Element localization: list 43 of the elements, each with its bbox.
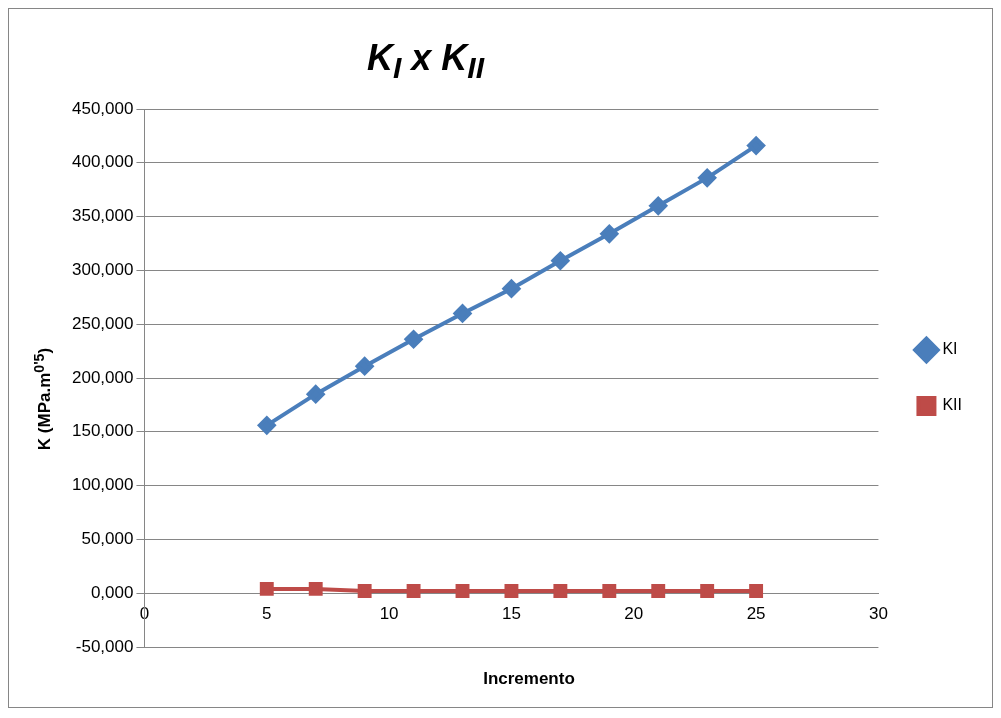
point bbox=[747, 136, 766, 155]
point bbox=[455, 584, 470, 598]
point bbox=[306, 385, 325, 404]
point bbox=[551, 251, 570, 270]
x-tick-label: 15 bbox=[501, 604, 521, 624]
point bbox=[504, 584, 519, 598]
point bbox=[453, 304, 472, 323]
point bbox=[651, 584, 666, 598]
point bbox=[308, 581, 323, 596]
y-tick-label: 300,000 bbox=[72, 260, 134, 280]
chart-title: K$_{I}$ x K$_{II}$ bbox=[365, 37, 486, 86]
point bbox=[404, 330, 423, 349]
point bbox=[257, 416, 276, 435]
y-tick-label: 0,000 bbox=[90, 582, 134, 602]
x-axis-title: Incremento bbox=[482, 669, 576, 689]
point bbox=[649, 196, 668, 215]
point bbox=[749, 584, 764, 598]
point bbox=[406, 584, 421, 598]
point bbox=[700, 584, 715, 598]
y-tick-label: 100,000 bbox=[72, 475, 134, 495]
y-tick-label: 450,000 bbox=[72, 98, 134, 118]
x-tick-label: 25 bbox=[746, 604, 766, 624]
point bbox=[553, 584, 568, 598]
point bbox=[259, 581, 274, 596]
y-tick-label: 350,000 bbox=[72, 206, 134, 226]
legend-label: KI bbox=[942, 340, 958, 358]
y-tick-label: 200,000 bbox=[72, 367, 134, 387]
y-tick-label: 50,000 bbox=[81, 529, 134, 549]
legend-label: KII bbox=[942, 396, 962, 414]
point bbox=[698, 168, 717, 187]
x-tick-label: 30 bbox=[868, 604, 888, 624]
y-tick-label: 400,000 bbox=[72, 152, 134, 172]
point bbox=[355, 357, 374, 376]
point bbox=[602, 584, 617, 598]
x-tick-label: 5 bbox=[262, 604, 272, 624]
x-tick-label: 20 bbox=[624, 604, 644, 624]
y-tick-label: 150,000 bbox=[72, 421, 134, 441]
x-tick-label: 10 bbox=[379, 604, 399, 624]
y-tick-label: 250,000 bbox=[72, 313, 134, 333]
point bbox=[357, 584, 372, 598]
y-tick-label: -50,000 bbox=[75, 636, 134, 656]
point bbox=[502, 279, 521, 298]
point bbox=[600, 224, 619, 243]
